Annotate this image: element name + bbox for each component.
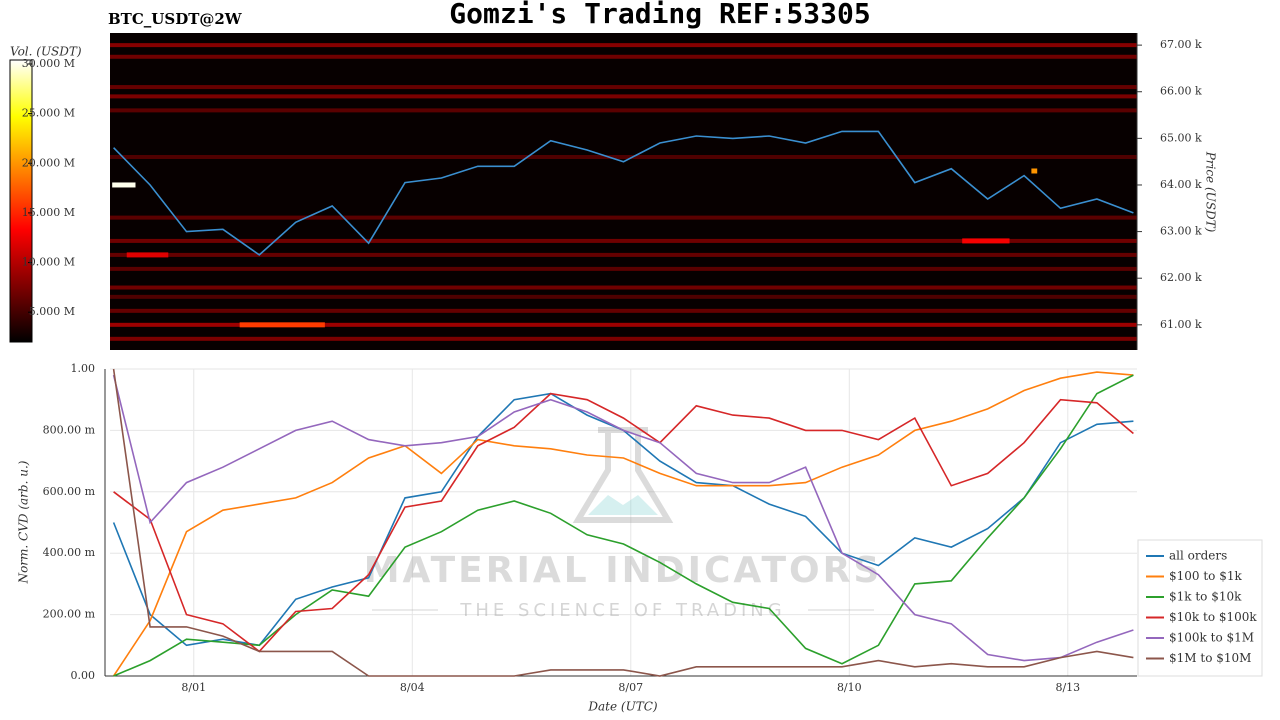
- legend-label: $10k to $100k: [1169, 610, 1257, 624]
- y-tick-label: 63.00 k: [1160, 225, 1202, 238]
- liquidity-spot: [112, 182, 136, 188]
- y-tick-label: 67.00 k: [1160, 38, 1202, 51]
- y-axis-label: Norm. CVD (arb. u.): [17, 460, 31, 584]
- chart-title: Gomzi's Trading REF:53305: [449, 0, 870, 30]
- liquidity-band: [110, 266, 1137, 271]
- colorbar-tick-label: 30.000 M: [22, 57, 75, 70]
- legend-label: $100k to $1M: [1169, 631, 1254, 645]
- liquidity-band: [110, 43, 1137, 48]
- liquidity-band: [110, 85, 1137, 90]
- liquidity-band: [110, 252, 1137, 257]
- y-tick-label: 66.00 k: [1160, 85, 1202, 98]
- colorbar-label: Vol. (USDT): [10, 45, 82, 59]
- y-tick-label: 62.00 k: [1160, 271, 1202, 284]
- x-axis-label: Date (UTC): [587, 700, 657, 714]
- liquidity-band: [110, 108, 1137, 113]
- y-tick-label: 1.00: [71, 362, 96, 375]
- watermark-subtitle: THE SCIENCE OF TRADING: [459, 600, 785, 621]
- liquidity-spot: [126, 252, 169, 258]
- legend: [1137, 539, 1263, 677]
- data-line: [113, 392, 1134, 653]
- liquidity-band: [110, 285, 1137, 290]
- colorbar: [9, 59, 33, 343]
- heatmap-area: [110, 33, 1137, 350]
- data-line: [112, 368, 1134, 677]
- y-tick-label: 800.00 m: [43, 423, 96, 436]
- liquidity-band: [110, 215, 1137, 220]
- y-tick-label: 400.00 m: [43, 546, 96, 559]
- colorbar-tick-label: 5.000 M: [29, 305, 75, 318]
- legend-label: $100 to $1k: [1169, 569, 1242, 583]
- liquidity-band: [110, 322, 1137, 327]
- watermark-logo-fill: [588, 495, 658, 515]
- liquidity-spot: [962, 238, 1010, 244]
- legend-label: $1M to $10M: [1169, 651, 1251, 665]
- liquidity-spot: [239, 322, 325, 328]
- y-tick-label: 600.00 m: [43, 485, 96, 498]
- y-axis-label: Price (USDT): [1204, 151, 1218, 233]
- liquidity-band: [110, 294, 1137, 299]
- chart-subtitle: BTC_USDT@2W: [108, 10, 243, 28]
- liquidity-band: [110, 308, 1137, 313]
- colorbar-tick-label: 10.000 M: [22, 256, 75, 269]
- colorbar-tick-label: 20.000 M: [22, 156, 75, 169]
- legend-label: $1k to $10k: [1169, 590, 1242, 604]
- y-tick-label: 0.00: [71, 669, 96, 682]
- data-line: [113, 130, 1134, 256]
- liquidity-band: [110, 94, 1137, 99]
- data-line: [112, 374, 1134, 662]
- legend-label: all orders: [1169, 549, 1227, 563]
- liquidity-band: [110, 336, 1137, 341]
- colorbar-tick-label: 25.000 M: [22, 107, 75, 120]
- x-tick-label: 8/01: [181, 681, 206, 694]
- x-tick-label: 8/04: [400, 681, 425, 694]
- y-tick-label: 64.00 k: [1160, 178, 1202, 191]
- x-tick-label: 8/07: [618, 681, 643, 694]
- colorbar-tick-label: 15.000 M: [22, 206, 75, 219]
- liquidity-band: [110, 54, 1137, 59]
- liquidity-spot: [1031, 168, 1038, 174]
- liquidity-band: [110, 238, 1137, 243]
- watermark: MATERIAL INDICATORS: [364, 550, 883, 591]
- x-tick-label: 8/10: [837, 681, 862, 694]
- x-tick-label: 8/13: [1055, 681, 1080, 694]
- y-tick-label: 200.00 m: [43, 608, 96, 621]
- y-tick-label: 65.00 k: [1160, 131, 1202, 144]
- liquidity-band: [110, 155, 1137, 160]
- y-tick-label: 61.00 k: [1160, 318, 1202, 331]
- data-line: [112, 371, 1134, 677]
